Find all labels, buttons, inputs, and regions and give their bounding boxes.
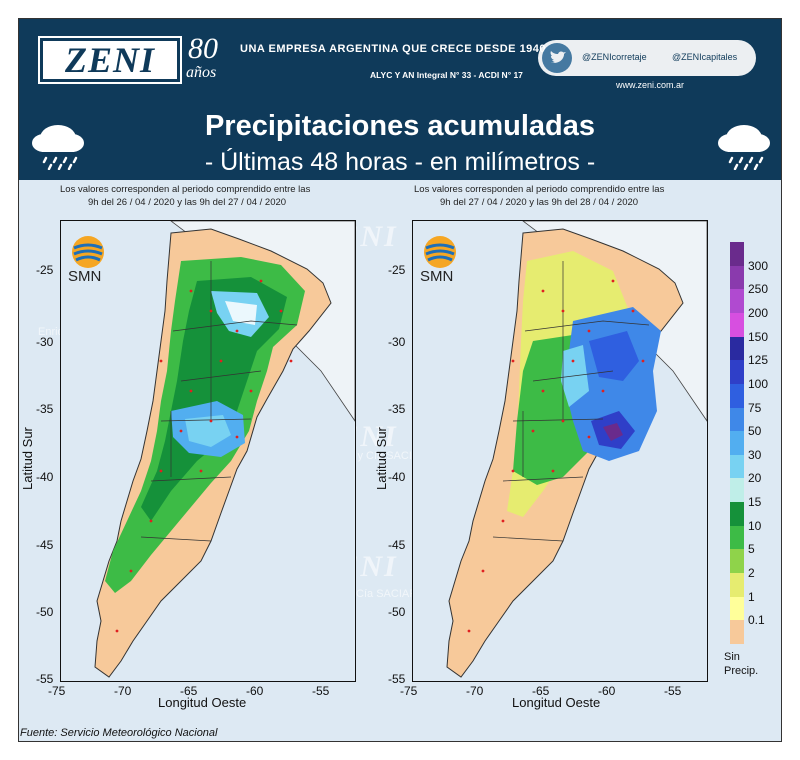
x-tick-label: -60 <box>246 684 264 698</box>
legend-no-precip-label: Sin <box>724 651 740 663</box>
x-tick-label: -70 <box>114 684 132 698</box>
y-tick-label: -50 <box>36 605 54 619</box>
period-note-left: Los valores corresponden al periodo comp… <box>60 184 311 195</box>
precipitation-map-right <box>412 220 708 682</box>
legend-value-label: 300 <box>748 258 769 273</box>
y-tick-label: -25 <box>388 263 406 277</box>
legend-value-label: 250 <box>748 282 769 297</box>
x-tick-label: -65 <box>532 684 550 698</box>
y-axis-title: Latitud Sur <box>374 427 389 490</box>
legend-swatch <box>730 242 744 266</box>
y-tick-label: -55 <box>388 672 406 686</box>
y-tick-label: -55 <box>36 672 54 686</box>
legend-value-label: 10 <box>748 518 762 533</box>
smn-label: SMN <box>420 268 454 285</box>
precipitation-map-left <box>60 220 356 682</box>
legend-swatch <box>730 478 744 503</box>
legend-value-label: 5 <box>748 542 755 557</box>
period-dates-right: 9h del 27 / 04 / 2020 y las 9h del 28 / … <box>440 197 639 208</box>
legend-value-label: 200 <box>748 305 769 320</box>
y-tick-label: -45 <box>36 538 54 552</box>
period-note-right: Los valores corresponden al periodo comp… <box>414 184 665 195</box>
y-axis-title: Latitud Sur <box>20 427 35 490</box>
website-link[interactable]: www.zeni.com.ar <box>616 80 685 90</box>
legal-registration: ALYC Y AN Integral N° 33 - ACDI N° 17 <box>370 70 523 80</box>
anniversary-word: años <box>186 64 217 81</box>
header-banner: ZENI 80 años UNA EMPRESA ARGENTINA QUE C… <box>18 18 782 180</box>
legend-swatch <box>730 549 744 574</box>
y-tick-label: -50 <box>388 605 406 619</box>
legend-value-label: 2 <box>748 566 755 581</box>
legend-swatch <box>730 407 744 432</box>
y-tick-label: -40 <box>388 470 406 484</box>
legend-no-precip-label: Precip. <box>724 665 759 677</box>
smn-logo-left: SMN <box>66 232 112 285</box>
map-panel: ZENI ZENI ZENI ZENI ZENI ZENI Enrique R.… <box>18 180 782 742</box>
color-legend: 300 250 200 150 125 100 75 50 30 20 15 10 5 2 1 0.1 <box>730 242 768 644</box>
rain-cloud-icon <box>714 116 774 171</box>
y-tick-label: -30 <box>36 335 54 349</box>
legend-swatch <box>730 454 744 479</box>
legend-swatch <box>730 336 744 361</box>
rain-cloud-icon <box>28 116 88 171</box>
social-handles-box: @ZENIcorretaje @ZENIcapitales <box>538 40 756 76</box>
map-graphic-left <box>94 220 356 678</box>
legend-swatch <box>730 573 744 597</box>
legend-value-label: 150 <box>748 329 769 344</box>
legend-swatch <box>730 502 744 526</box>
legend-swatch <box>730 525 744 550</box>
x-tick-label: -55 <box>312 684 330 698</box>
zeni-logo: ZENI <box>38 36 182 84</box>
legend-value-label: 75 <box>748 400 762 415</box>
legend-swatch <box>730 265 744 290</box>
data-source: Fuente: Servicio Meteorológico Nacional <box>20 727 218 739</box>
twitter-icon <box>542 43 572 73</box>
y-tick-label: -45 <box>388 538 406 552</box>
legend-value-label: 30 <box>748 447 762 462</box>
map-graphic-right <box>446 220 708 678</box>
smn-label: SMN <box>68 268 102 285</box>
x-tick-label: -55 <box>664 684 682 698</box>
legend-swatch <box>730 620 744 644</box>
y-tick-label: -35 <box>388 402 406 416</box>
legend-swatch <box>730 383 744 408</box>
legend-value-label: 100 <box>748 376 769 391</box>
logo-text: ZENI <box>64 40 155 80</box>
legend-value-label: 20 <box>748 471 762 486</box>
y-tick-label: -25 <box>36 263 54 277</box>
legend-value-label: 125 <box>748 353 769 368</box>
x-tick-label: -60 <box>598 684 616 698</box>
y-tick-label: -35 <box>36 402 54 416</box>
smn-logo-right: SMN <box>418 232 464 285</box>
page-title: Precipitaciones acumuladas <box>204 110 596 142</box>
x-tick-label: -70 <box>466 684 484 698</box>
legend-swatch <box>730 312 744 337</box>
legend-swatch <box>730 289 744 313</box>
legend-value-label: 50 <box>748 424 762 439</box>
y-tick-label: -30 <box>388 335 406 349</box>
legend-value-label: 1 <box>748 589 755 604</box>
company-tagline: UNA EMPRESA ARGENTINA QUE CRECE DESDE 19… <box>240 43 547 55</box>
x-tick-label: -75 <box>48 684 66 698</box>
legend-value-label: 0.1 <box>748 613 765 628</box>
x-tick-label: -65 <box>180 684 198 698</box>
x-axis-title: Longitud Oeste <box>158 695 247 710</box>
x-axis-title: Longitud Oeste <box>512 695 601 710</box>
legend-swatch <box>730 431 744 455</box>
legend-swatch <box>730 596 744 621</box>
legend-swatch <box>730 360 744 384</box>
anniversary-number: 80 <box>188 32 218 65</box>
y-tick-label: -40 <box>36 470 54 484</box>
x-tick-label: -75 <box>400 684 418 698</box>
twitter-handle[interactable]: @ZENIcorretaje <box>582 52 647 62</box>
period-dates-left: 9h del 26 / 04 / 2020 y las 9h del 27 / … <box>88 197 287 208</box>
page-subtitle: - Últimas 48 horas - en milímetros - <box>204 148 596 176</box>
legend-value-label: 15 <box>748 495 762 510</box>
twitter-handle[interactable]: @ZENIcapitales <box>672 52 738 62</box>
